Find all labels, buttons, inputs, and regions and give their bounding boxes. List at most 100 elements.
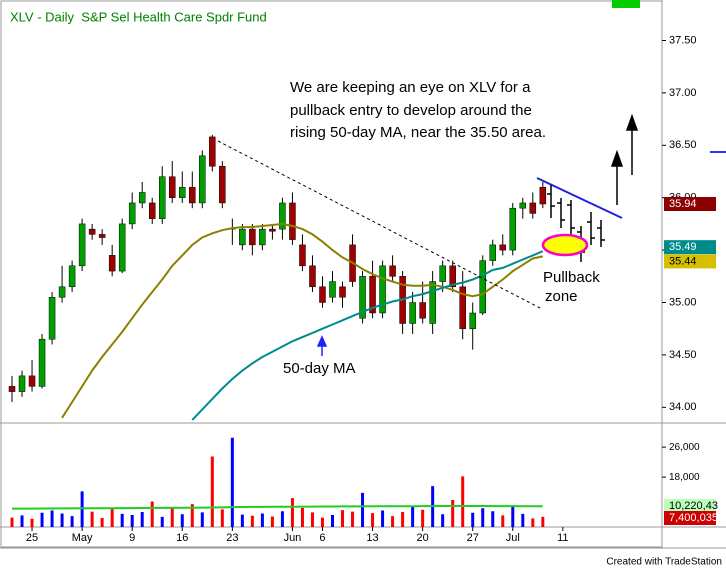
candle-body bbox=[259, 228, 266, 246]
candle-body bbox=[309, 265, 316, 288]
candle-body bbox=[499, 244, 507, 251]
volume-bar bbox=[30, 518, 34, 527]
candle-body bbox=[209, 136, 216, 167]
last-volume-box bbox=[664, 511, 716, 525]
candle-body bbox=[249, 228, 256, 246]
projected-bars bbox=[547, 185, 605, 262]
volume-bar bbox=[200, 512, 204, 527]
volume-bar bbox=[361, 492, 365, 527]
volume-bar bbox=[290, 498, 294, 527]
volume-bar bbox=[381, 510, 385, 527]
volume-bar bbox=[391, 516, 395, 527]
footer: Created with TradeStation bbox=[606, 557, 722, 568]
candle-body bbox=[128, 202, 136, 225]
volume-bar bbox=[180, 514, 184, 527]
candle-body bbox=[289, 202, 296, 240]
candle-body bbox=[88, 228, 96, 235]
volume-bar bbox=[341, 510, 345, 527]
candle-body bbox=[329, 281, 336, 298]
volume-bar bbox=[371, 513, 375, 527]
volume-bar bbox=[210, 456, 214, 527]
volume-average-value: 10,220,43 bbox=[669, 500, 718, 512]
candle-body bbox=[158, 176, 166, 219]
volume-bar bbox=[451, 500, 455, 527]
volume-bar bbox=[60, 513, 64, 527]
x-tick-label: 6 bbox=[319, 532, 325, 544]
volume-bar bbox=[130, 515, 134, 527]
volume-bar bbox=[280, 511, 284, 527]
volume-bar bbox=[160, 516, 164, 527]
zone-label: Pullback bbox=[543, 269, 600, 286]
candle-body bbox=[409, 302, 416, 324]
candle-body bbox=[319, 286, 326, 303]
candle-body bbox=[429, 281, 436, 324]
volume-bar bbox=[70, 516, 74, 527]
moving-average bbox=[61, 222, 544, 419]
volume-bar bbox=[541, 516, 545, 527]
chart-title: XLV - Daily S&P Sel Health Care Spdr Fun… bbox=[10, 9, 267, 24]
candle-body bbox=[389, 265, 396, 277]
volume-bar bbox=[170, 507, 174, 527]
volume-bar bbox=[310, 512, 314, 527]
candle-body bbox=[359, 276, 366, 319]
candle-body bbox=[68, 265, 76, 288]
annotation: rising 50-day MA, near the 35.50 area. bbox=[290, 124, 546, 141]
volume-bar bbox=[250, 515, 254, 527]
candle-body bbox=[148, 202, 156, 219]
x-tick-label: 16 bbox=[176, 532, 188, 544]
ma-label: 50-day MA bbox=[283, 360, 356, 377]
candle-body bbox=[28, 375, 36, 387]
volume-bar bbox=[501, 515, 505, 527]
candle-body bbox=[199, 155, 206, 204]
ma20-value-box bbox=[664, 254, 716, 269]
volume-bar bbox=[40, 512, 44, 527]
volume-bar bbox=[140, 512, 144, 527]
candle-body bbox=[479, 260, 486, 314]
ma-arrow bbox=[316, 335, 328, 356]
candle-body bbox=[469, 312, 476, 329]
candle-body bbox=[269, 228, 276, 232]
volume-bar bbox=[50, 510, 54, 527]
y-tick-label: 36.50 bbox=[669, 139, 697, 151]
volume-bar bbox=[531, 518, 535, 527]
candle-body bbox=[48, 297, 56, 340]
volume-bar bbox=[270, 516, 274, 527]
volume-bar bbox=[230, 437, 234, 527]
x-tick-label: 9 bbox=[129, 532, 135, 544]
volume-bar bbox=[351, 511, 355, 527]
candle-body bbox=[299, 244, 306, 267]
y-tick-label: 37.50 bbox=[669, 34, 697, 46]
candle-body bbox=[169, 176, 176, 198]
trend-line bbox=[217, 140, 541, 309]
ma20-value: 35.44 bbox=[669, 255, 697, 267]
x-tick-label: 25 bbox=[26, 532, 38, 544]
y-tick-label: 34.50 bbox=[669, 349, 697, 361]
pullback-zone bbox=[541, 233, 589, 257]
candle-body bbox=[8, 386, 16, 392]
volume-average bbox=[12, 505, 543, 510]
candle-body bbox=[339, 286, 346, 298]
last-volume: 7,400,035 bbox=[669, 512, 718, 524]
candle-body bbox=[179, 186, 186, 198]
candle-body bbox=[98, 234, 106, 238]
volume-bar bbox=[110, 508, 114, 527]
volume-bar bbox=[300, 507, 304, 527]
volume-bar bbox=[150, 501, 154, 527]
candle-body bbox=[38, 338, 46, 387]
volume-bar bbox=[441, 514, 445, 527]
volume-bar bbox=[90, 511, 94, 527]
volume-bar bbox=[10, 517, 14, 527]
last-close-box bbox=[664, 196, 716, 211]
volume-bar bbox=[120, 513, 124, 527]
ma50-value-box bbox=[664, 240, 716, 255]
volume-bar bbox=[511, 505, 515, 527]
x-tick-label: May bbox=[72, 532, 93, 544]
volume-bar bbox=[461, 476, 465, 527]
volume-bar bbox=[401, 512, 405, 527]
ma50-value: 35.49 bbox=[669, 241, 697, 253]
y-tick-label: 37.00 bbox=[669, 87, 697, 99]
x-tick-label: 13 bbox=[366, 532, 378, 544]
candle-body bbox=[118, 223, 126, 272]
volume-bar bbox=[330, 515, 334, 527]
